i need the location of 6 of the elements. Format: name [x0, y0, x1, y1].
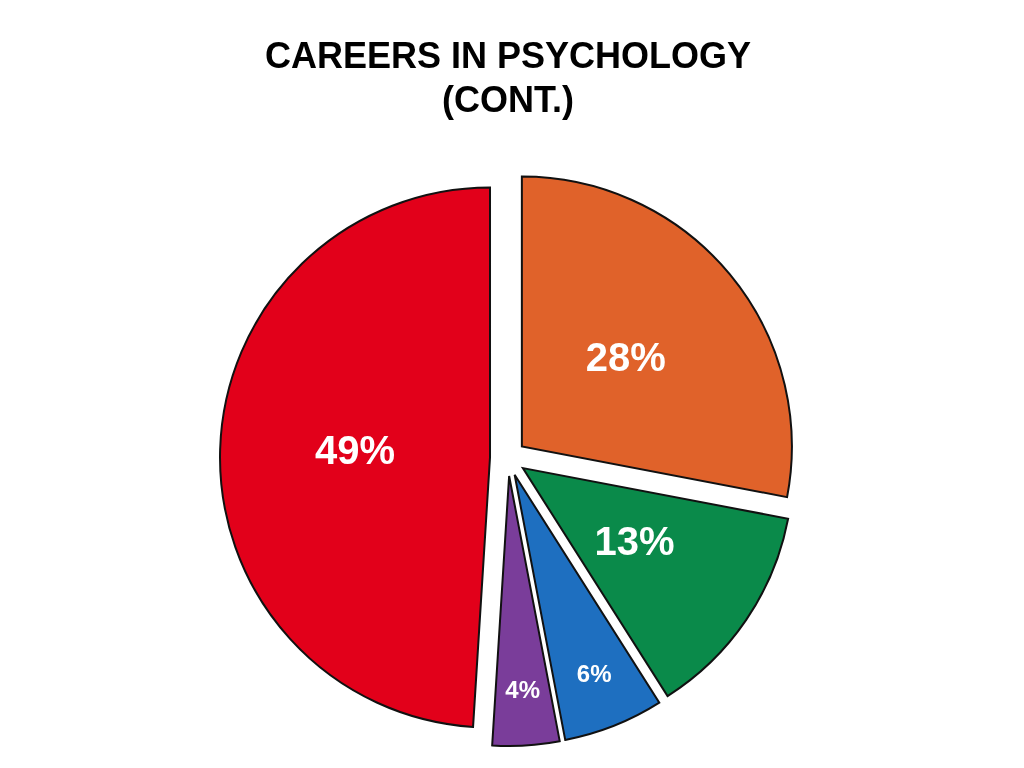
data-label: 6% [576, 659, 612, 687]
data-label: 13% [594, 518, 675, 563]
chart-title: CAREERS IN PSYCHOLOGY (CONT.) [264, 35, 752, 120]
data-label: 49% [315, 427, 396, 472]
data-label: 4% [505, 675, 541, 703]
data-label: 28% [585, 335, 666, 380]
